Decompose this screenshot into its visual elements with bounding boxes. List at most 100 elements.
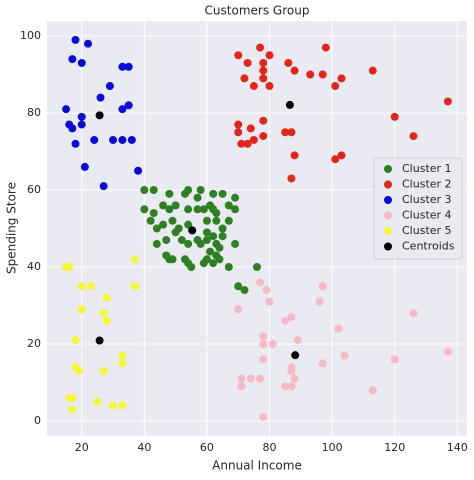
data-point [285, 100, 294, 109]
legend-marker [384, 242, 392, 251]
data-point [159, 201, 168, 210]
data-point [234, 282, 243, 291]
data-point [240, 74, 249, 83]
data-point [149, 186, 158, 195]
data-point [124, 62, 133, 71]
data-point [265, 82, 274, 91]
x-tick-label: 60 [200, 441, 214, 454]
x-tick-label: 80 [263, 441, 277, 454]
data-point [256, 43, 265, 52]
data-point [168, 216, 177, 225]
data-point [390, 112, 399, 121]
data-point [202, 236, 211, 245]
data-point [237, 374, 246, 383]
data-point [224, 201, 233, 210]
data-point [368, 66, 377, 75]
data-point [291, 351, 300, 360]
data-point [334, 324, 343, 333]
data-point [240, 286, 249, 295]
data-point [234, 51, 243, 60]
data-point [68, 124, 77, 133]
y-tick-label: 40 [27, 260, 41, 273]
data-point [184, 186, 193, 195]
data-point [443, 347, 452, 356]
data-point [184, 239, 193, 248]
data-point [259, 355, 268, 364]
x-tick-label: 100 [322, 441, 343, 454]
data-point [218, 232, 227, 241]
data-point [281, 382, 290, 391]
legend-label: Cluster 4 [402, 209, 452, 222]
data-point [259, 332, 268, 341]
data-point [321, 43, 330, 52]
y-tick-label: 80 [27, 106, 41, 119]
data-point [340, 351, 349, 360]
legend-label: Cluster 3 [402, 193, 452, 206]
legend-marker [384, 180, 392, 189]
data-point [246, 124, 255, 133]
data-point [102, 293, 111, 302]
data-point [118, 105, 127, 114]
data-point [87, 282, 96, 291]
legend-label: Cluster 2 [402, 178, 452, 191]
data-point [368, 386, 377, 395]
data-point [124, 101, 133, 110]
data-point [234, 120, 243, 129]
data-point [193, 193, 202, 202]
data-point [281, 128, 290, 137]
data-point [265, 297, 274, 306]
data-point [287, 128, 296, 137]
data-point [109, 401, 118, 410]
data-point [77, 58, 86, 67]
data-point [152, 224, 161, 233]
data-point [224, 262, 233, 271]
data-point [293, 336, 302, 345]
y-tick-label: 0 [34, 414, 41, 427]
data-point [90, 135, 99, 144]
data-point [80, 162, 89, 171]
data-point [68, 393, 77, 402]
data-point [202, 255, 211, 264]
data-point [218, 189, 227, 198]
data-point [318, 359, 327, 368]
data-point [284, 58, 293, 67]
data-point [77, 305, 86, 314]
data-point [118, 401, 127, 410]
data-point [231, 239, 240, 248]
data-point [118, 135, 127, 144]
data-point [259, 66, 268, 75]
data-point [74, 366, 83, 375]
data-point [259, 116, 268, 125]
data-point [62, 105, 71, 114]
data-point [71, 336, 80, 345]
x-tick-label: 40 [137, 441, 151, 454]
data-point [168, 255, 177, 264]
data-point [237, 382, 246, 391]
data-point [187, 262, 196, 271]
x-tick-label: 140 [447, 441, 468, 454]
data-point [68, 405, 77, 414]
data-point [68, 55, 77, 64]
x-tick-label: 120 [384, 441, 405, 454]
data-point [337, 74, 346, 83]
data-point [140, 186, 149, 195]
data-point [337, 151, 346, 160]
data-point [256, 374, 265, 383]
data-point [149, 209, 158, 218]
data-point [215, 243, 224, 252]
data-point [243, 58, 252, 67]
data-point [146, 216, 155, 225]
data-point [209, 189, 218, 198]
data-point [162, 236, 171, 245]
y-tick-label: 60 [27, 183, 41, 196]
data-point [256, 278, 265, 287]
data-point [218, 224, 227, 233]
legend-box [373, 157, 463, 260]
data-point [118, 359, 127, 368]
data-point [93, 397, 102, 406]
data-point [318, 70, 327, 79]
data-point [71, 139, 80, 148]
data-point [99, 366, 108, 375]
data-point [99, 182, 108, 191]
